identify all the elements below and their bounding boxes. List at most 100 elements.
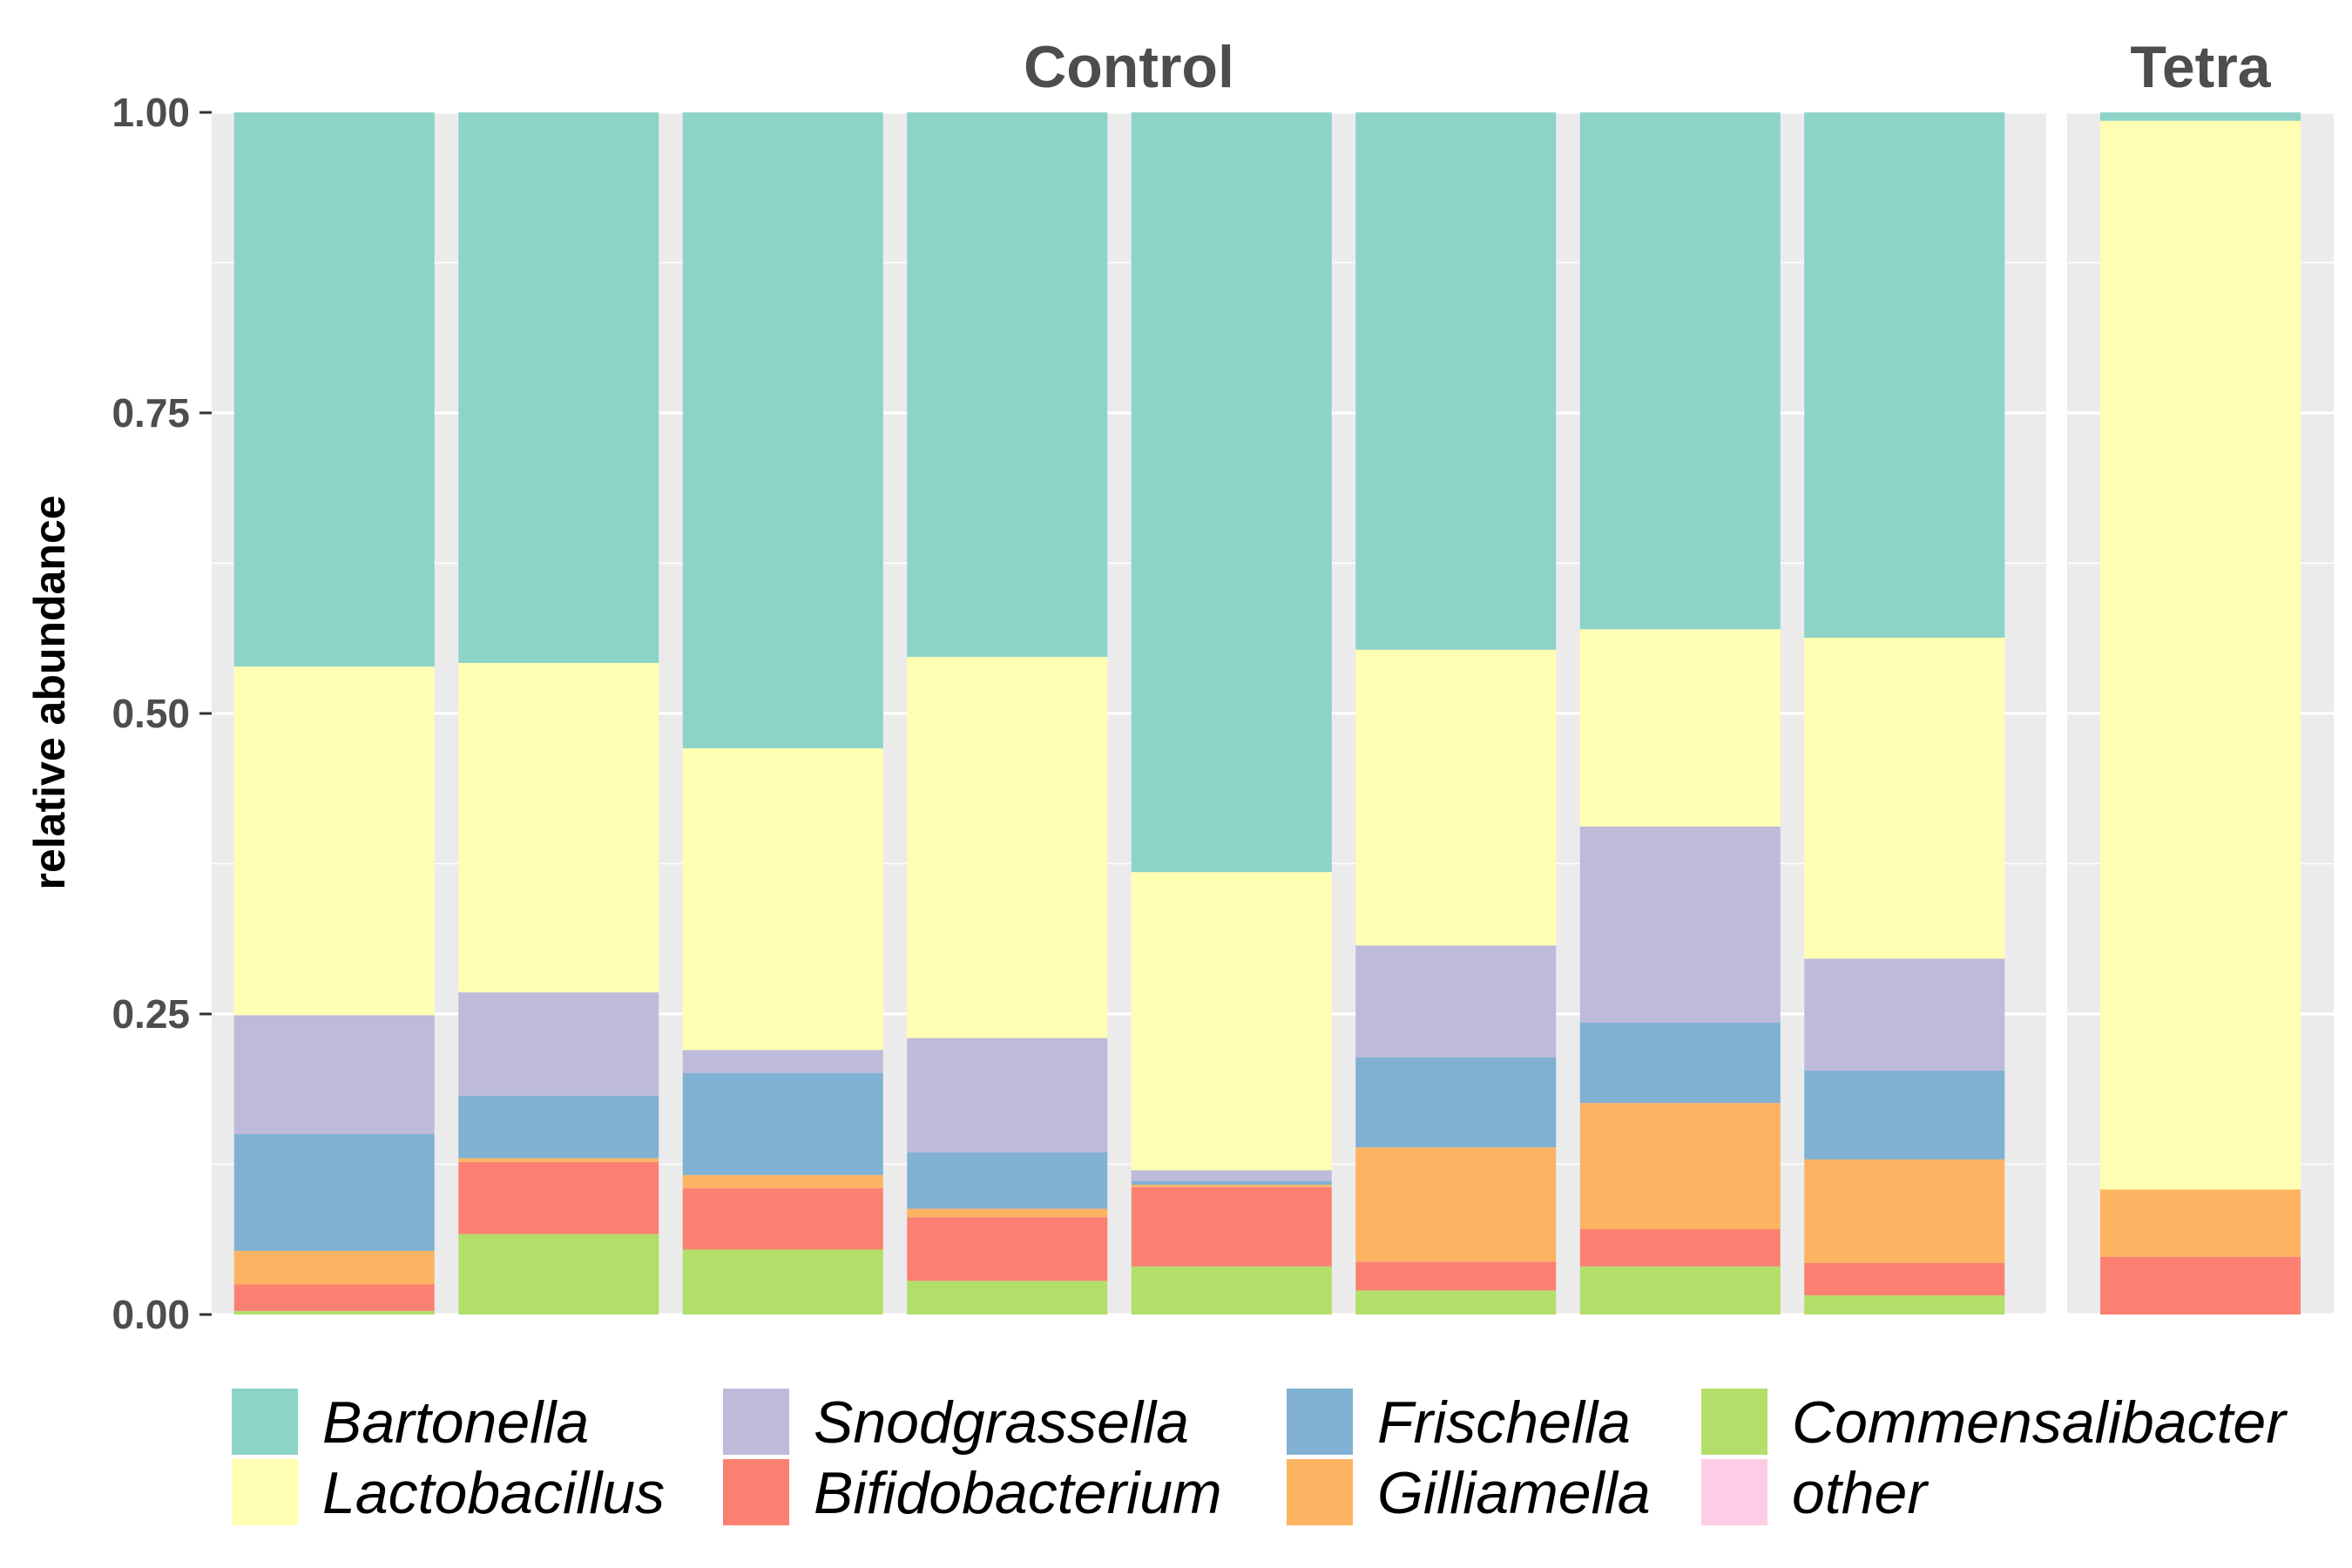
legend-key — [232, 1459, 298, 1525]
segment-frischella — [1804, 1070, 2005, 1159]
segment-commensalibacter — [233, 1310, 435, 1315]
legend-key — [723, 1459, 789, 1525]
bar-control-5 — [1131, 112, 1332, 1315]
segment-bartonella — [1579, 112, 1781, 630]
bar-control-2 — [458, 112, 659, 1315]
panel-control: Control — [212, 34, 2046, 1316]
legend-label: Bifidobacterium — [814, 1460, 1222, 1526]
segment-gilliamella — [907, 1208, 1108, 1218]
legend-item-commensalibacter: Commensalibacter — [1701, 1389, 2288, 1456]
legend-key — [1701, 1389, 1767, 1455]
segment-commensalibacter — [682, 1249, 883, 1315]
legend-item-bifidobacterium: Bifidobacterium — [723, 1459, 1222, 1526]
segment-frischella — [1579, 1022, 1781, 1104]
y-tick-label: 0.00 — [112, 1292, 190, 1337]
segment-commensalibacter — [1579, 1266, 1781, 1315]
segment-bartonella — [1804, 112, 2005, 639]
panel-label-control: Control — [1024, 34, 1234, 100]
segment-bartonella — [2100, 112, 2301, 121]
segment-bifidobacterium — [1131, 1186, 1332, 1267]
legend-label: Snodgrassella — [814, 1389, 1189, 1456]
segment-lactobacillus — [233, 666, 435, 1016]
segment-bifidobacterium — [1355, 1261, 1557, 1291]
y-tick-label: 0.25 — [112, 991, 190, 1037]
segment-bifidobacterium — [1804, 1262, 2005, 1295]
segment-lactobacillus — [1579, 629, 1781, 827]
legend-key — [1701, 1459, 1767, 1525]
legend-item-lactobacillus: Lactobacillus — [232, 1459, 665, 1526]
segment-bifidobacterium — [2100, 1256, 2301, 1315]
y-tick-label: 0.75 — [112, 390, 190, 436]
segment-frischella — [907, 1152, 1108, 1209]
segment-bifidobacterium — [458, 1161, 659, 1234]
bar-control-4 — [907, 112, 1108, 1315]
bar-control-7 — [1579, 112, 1781, 1315]
segment-commensalibacter — [1355, 1290, 1557, 1315]
segment-gilliamella — [1579, 1103, 1781, 1230]
segment-lactobacillus — [1131, 872, 1332, 1171]
segment-snodgrassella — [233, 1015, 435, 1134]
segment-snodgrassella — [1131, 1170, 1332, 1181]
segment-gilliamella — [682, 1174, 883, 1189]
segment-lactobacillus — [1355, 649, 1557, 946]
segment-gilliamella — [1131, 1184, 1332, 1187]
segment-bartonella — [907, 112, 1108, 658]
legend-label: Lactobacillus — [322, 1460, 665, 1526]
legend-label: other — [1792, 1460, 1929, 1526]
segment-frischella — [1131, 1180, 1332, 1185]
legend-item-other: other — [1701, 1459, 1929, 1526]
segment-frischella — [458, 1095, 659, 1159]
segment-snodgrassella — [682, 1050, 883, 1073]
segment-gilliamella — [1355, 1147, 1557, 1262]
segment-lactobacillus — [682, 748, 883, 1051]
bar-control-6 — [1355, 112, 1557, 1315]
segment-gilliamella — [233, 1250, 435, 1285]
panels-layer: Control Tetra — [212, 34, 2334, 1316]
segment-bartonella — [682, 112, 883, 749]
segment-bifidobacterium — [907, 1217, 1108, 1281]
y-tick-label: 1.00 — [112, 90, 190, 135]
y-axis-title: relative abundance — [25, 496, 74, 890]
panel-tetra: Tetra — [2067, 34, 2334, 1316]
segment-lactobacillus — [2100, 120, 2301, 1190]
segment-gilliamella — [1804, 1159, 2005, 1263]
segment-bifidobacterium — [1579, 1229, 1781, 1267]
segment-bartonella — [1355, 112, 1557, 650]
segment-commensalibacter — [1804, 1294, 2005, 1315]
legend-item-frischella: Frischella — [1287, 1389, 1631, 1456]
legend-key — [1287, 1389, 1353, 1455]
segment-snodgrassella — [1804, 958, 2005, 1071]
panel-label-tetra: Tetra — [2130, 34, 2271, 100]
segment-snodgrassella — [1579, 826, 1781, 1023]
legend-key — [723, 1389, 789, 1455]
legend-item-gilliamella: Gilliamella — [1287, 1459, 1651, 1526]
segment-bifidobacterium — [233, 1284, 435, 1311]
segment-snodgrassella — [458, 992, 659, 1096]
segment-lactobacillus — [458, 663, 659, 993]
segment-gilliamella — [458, 1158, 659, 1162]
legend-key — [1287, 1459, 1353, 1525]
legend-label: Gilliamella — [1377, 1460, 1651, 1526]
segment-commensalibacter — [458, 1233, 659, 1315]
legend-label: Bartonella — [322, 1389, 589, 1456]
y-axis: 0.00 0.25 0.50 0.75 1.00 — [112, 90, 212, 1337]
segment-lactobacillus — [907, 657, 1108, 1038]
y-tick-label: 0.50 — [112, 691, 190, 736]
segment-bifidobacterium — [682, 1188, 883, 1250]
legend-item-snodgrassella: Snodgrassella — [723, 1389, 1189, 1456]
segment-bartonella — [1131, 112, 1332, 873]
segment-commensalibacter — [1131, 1266, 1332, 1315]
segment-commensalibacter — [907, 1281, 1108, 1315]
legend-label: Frischella — [1377, 1389, 1631, 1456]
segment-snodgrassella — [1355, 945, 1557, 1058]
segment-bartonella — [233, 112, 435, 667]
segment-lactobacillus — [1804, 638, 2005, 959]
segment-snodgrassella — [907, 1037, 1108, 1152]
bar-control-1 — [233, 112, 435, 1315]
legend-label: Commensalibacter — [1792, 1389, 2288, 1456]
bar-control-3 — [682, 112, 883, 1315]
segment-bartonella — [458, 112, 659, 664]
legend-key — [232, 1389, 298, 1455]
